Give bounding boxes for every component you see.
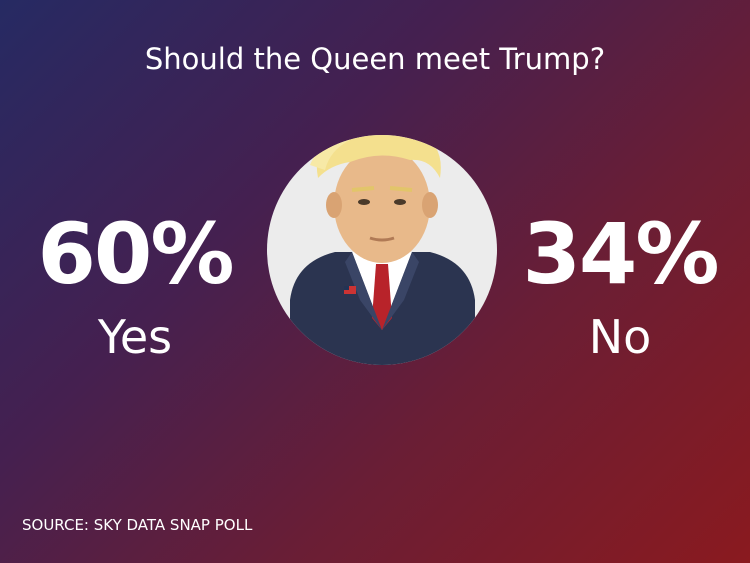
result-label: No bbox=[588, 310, 652, 364]
result-figure: 60% bbox=[37, 205, 234, 303]
result-figure: 34% bbox=[522, 205, 719, 303]
result-label: Yes bbox=[97, 310, 173, 364]
cartoon bbox=[290, 135, 475, 365]
source: SOURCE: SKY DATA SNAP POLL bbox=[22, 516, 253, 534]
title: Should the Queen meet Trump? bbox=[144, 42, 606, 76]
